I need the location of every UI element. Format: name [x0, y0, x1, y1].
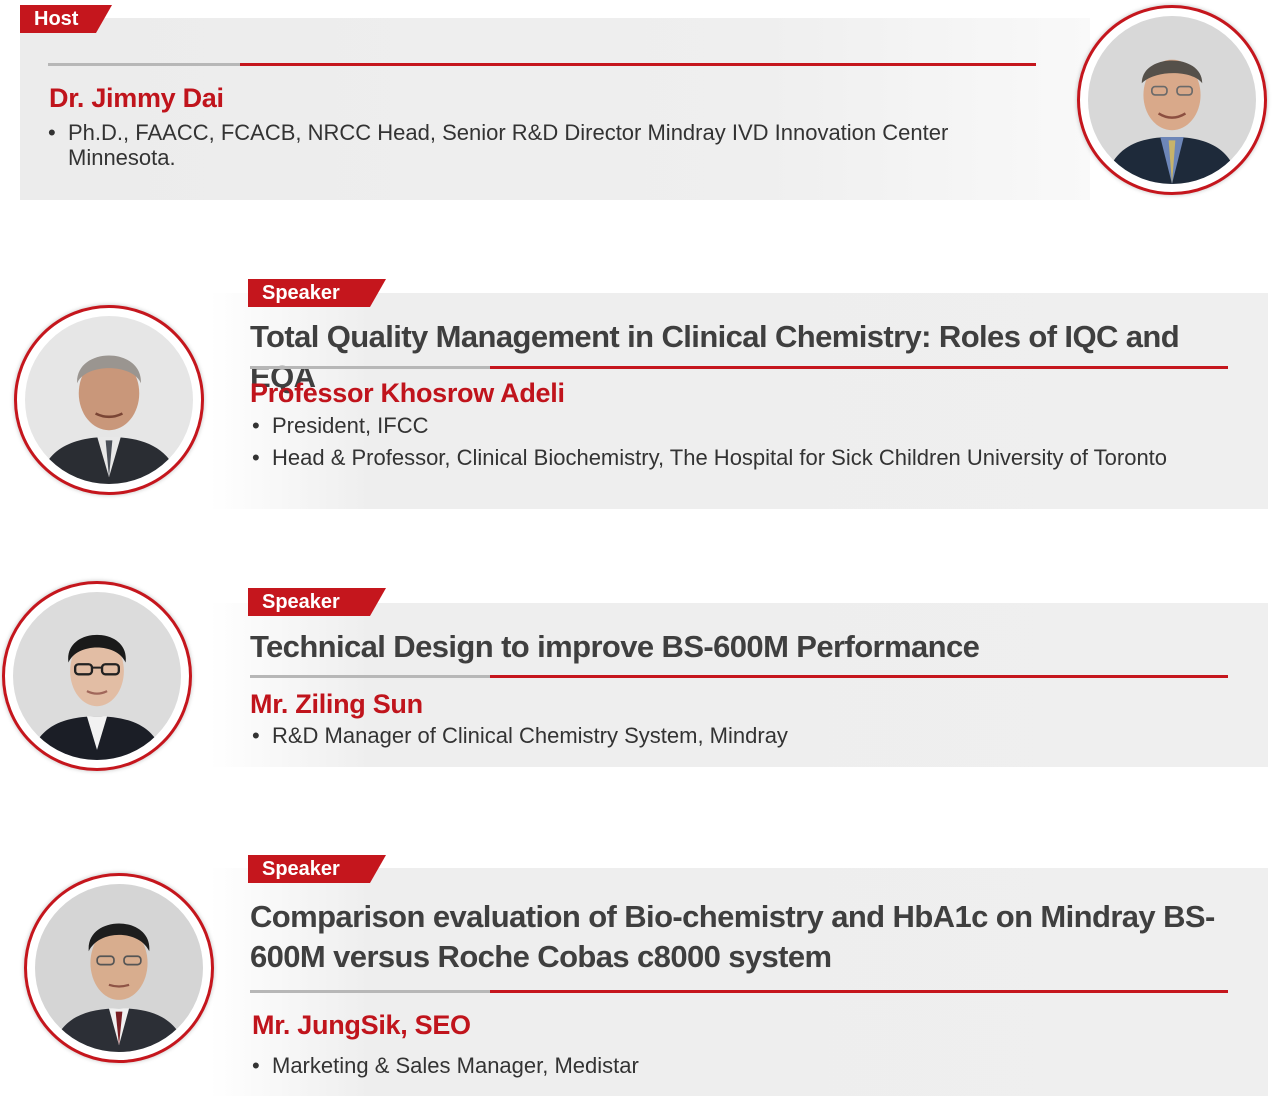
host-avatar — [1077, 5, 1267, 195]
man-portrait-icon — [25, 316, 193, 484]
host-divider — [48, 63, 1036, 66]
host-card — [20, 18, 1090, 200]
speaker-topic-2: Technical Design to improve BS-600M Perf… — [250, 629, 980, 664]
speaker-topic-1: Total Quality Management in Clinical Che… — [250, 319, 1180, 394]
speaker-tag-1: Speaker — [248, 279, 386, 307]
speaker-card-3 — [210, 868, 1268, 1096]
speaker-tag-3: Speaker — [248, 855, 386, 883]
speaker-bullets-3: • Marketing & Sales Manager, Medistar — [252, 1053, 1182, 1085]
host-bullet: • Ph.D., FAACC, FCACB, NRCC Head, Senior … — [48, 120, 949, 170]
speaker-name-2: Mr. Ziling Sun — [250, 689, 423, 719]
speaker-divider-1 — [250, 366, 1228, 369]
speaker-card-1 — [210, 293, 1268, 509]
speaker-tag-2: Speaker — [248, 588, 386, 616]
host-name: Dr. Jimmy Dai — [49, 83, 224, 113]
speaker-bullet: • R&D Manager of Clinical Chemistry Syste… — [252, 723, 788, 748]
speaker-avatar-1 — [14, 305, 204, 495]
host-bullets: • Ph.D., FAACC, FCACB, NRCC Head, Senior … — [48, 120, 968, 177]
speaker-name-1: Professor Khosrow Adeli — [250, 378, 565, 408]
man-portrait-icon — [35, 884, 203, 1052]
speaker-bullet: • President, IFCC — [252, 413, 429, 438]
speaker-avatar-2 — [2, 581, 192, 771]
speaker-bullet: • Marketing & Sales Manager, Medistar — [252, 1053, 639, 1078]
speaker-bullets-1: • President, IFCC • Head & Professor, Clin… — [252, 413, 1182, 477]
speaker-topic-3: Comparison evaluation of Bio-chemistry a… — [250, 899, 1215, 974]
speaker-bullet: • Head & Professor, Clinical Biochemistry… — [252, 445, 1168, 470]
speaker-divider-2 — [250, 675, 1228, 678]
speaker-bullets-2: • R&D Manager of Clinical Chemistry Syste… — [252, 723, 1182, 755]
speaker-card-2 — [210, 603, 1268, 767]
man-portrait-icon — [13, 592, 181, 760]
speaker-divider-3 — [250, 990, 1228, 993]
speaker-name-3: Mr. JungSik, SEO — [252, 1010, 471, 1040]
speaker-avatar-3 — [24, 873, 214, 1063]
man-portrait-icon — [1088, 16, 1256, 184]
host-tag: Host — [20, 5, 112, 33]
